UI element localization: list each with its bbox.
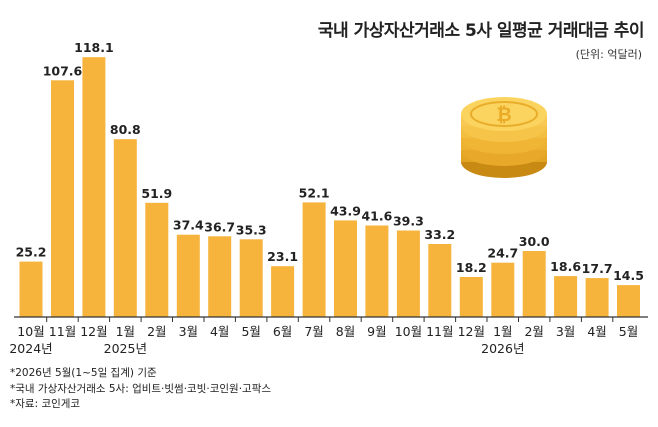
bar [208, 236, 232, 317]
bar-value-label: 37.4 [173, 218, 204, 233]
bar-value-label: 80.8 [110, 122, 141, 137]
bar [239, 239, 263, 317]
bar [271, 266, 295, 317]
bar [176, 234, 200, 317]
x-tick-label: 12월 [458, 324, 485, 339]
bar [302, 202, 326, 317]
bar-value-label: 14.5 [613, 268, 644, 283]
x-tick-label: 1월 [116, 324, 135, 339]
x-tick-label: 8월 [336, 324, 355, 339]
x-tick-label: 6월 [273, 324, 292, 339]
x-tick-label: 4월 [587, 324, 606, 339]
bar-value-label: 18.6 [550, 259, 581, 274]
bar [491, 262, 515, 317]
chart-title: 국내 가상자산거래소 5사 일평균 거래대금 추이 [317, 21, 645, 41]
bar [428, 244, 452, 317]
bar-value-label: 35.3 [236, 222, 267, 237]
x-tick-label: 2월 [147, 324, 166, 339]
bar-value-label: 52.1 [299, 185, 330, 200]
bar-value-label: 107.6 [43, 63, 83, 78]
bar-value-label: 24.7 [487, 246, 518, 261]
svg-text:₿: ₿ [496, 104, 511, 126]
bar [113, 139, 137, 317]
bar-value-label: 18.2 [456, 260, 487, 275]
x-tick-label: 11월 [49, 324, 76, 339]
bar-value-label: 17.7 [582, 261, 613, 276]
footnote-exchanges: *국내 가상자산거래소 5사: 업비트·빗썸·코빗·코인원·고팍스 [10, 382, 272, 395]
bar-value-label: 36.7 [204, 219, 235, 234]
bar-value-label: 43.9 [330, 203, 361, 218]
bar [585, 278, 609, 317]
x-tick-label: 7월 [304, 324, 323, 339]
x-tick-label: 10월 [17, 324, 44, 339]
x-tick-label: 5월 [619, 324, 638, 339]
bar-value-label: 23.1 [267, 249, 298, 264]
bar-value-label: 39.3 [393, 214, 424, 229]
x-tick-label: 9월 [367, 324, 386, 339]
year-label: 2025년 [104, 341, 147, 356]
bar-value-label: 25.2 [16, 245, 47, 260]
bar-value-label: 33.2 [424, 227, 455, 242]
bar [82, 57, 106, 317]
bar [334, 220, 357, 317]
bar [145, 202, 169, 317]
year-label: 2024년 [9, 341, 52, 356]
footnote-period: *2026년 5월(1~5일 집계) 기준 [10, 367, 157, 379]
bar-value-label: 41.6 [361, 209, 392, 224]
bar [365, 225, 389, 317]
bitcoin-coin-stack-icon: ₿ [461, 97, 547, 178]
x-tick-label: 5월 [241, 324, 260, 339]
bar [617, 285, 640, 317]
footnote-source: *자료: 코인게코 [10, 398, 81, 410]
bar [522, 251, 546, 317]
year-label: 2026년 [481, 341, 524, 356]
x-tick-label: 4월 [210, 324, 229, 339]
bar [459, 277, 483, 317]
bar [51, 80, 74, 317]
bar-value-label: 30.0 [519, 234, 550, 249]
x-tick-label: 3월 [556, 324, 575, 339]
x-tick-label: 3월 [179, 324, 198, 339]
unit-label: (단위: 억달러) [575, 48, 642, 61]
x-tick-label: 10월 [395, 324, 422, 339]
footnotes: *2026년 5월(1~5일 집계) 기준 *국내 가상자산거래소 5사: 업비… [10, 366, 271, 413]
bar [19, 261, 43, 317]
x-tick-label: 11월 [426, 324, 453, 339]
bar-value-label: 118.1 [74, 40, 114, 55]
bar-value-label: 51.9 [141, 186, 172, 201]
x-tick-label: 2월 [524, 324, 543, 339]
x-tick-label: 1월 [493, 324, 512, 339]
bar [554, 276, 578, 317]
bar [396, 230, 420, 317]
x-tick-label: 12월 [80, 324, 107, 339]
